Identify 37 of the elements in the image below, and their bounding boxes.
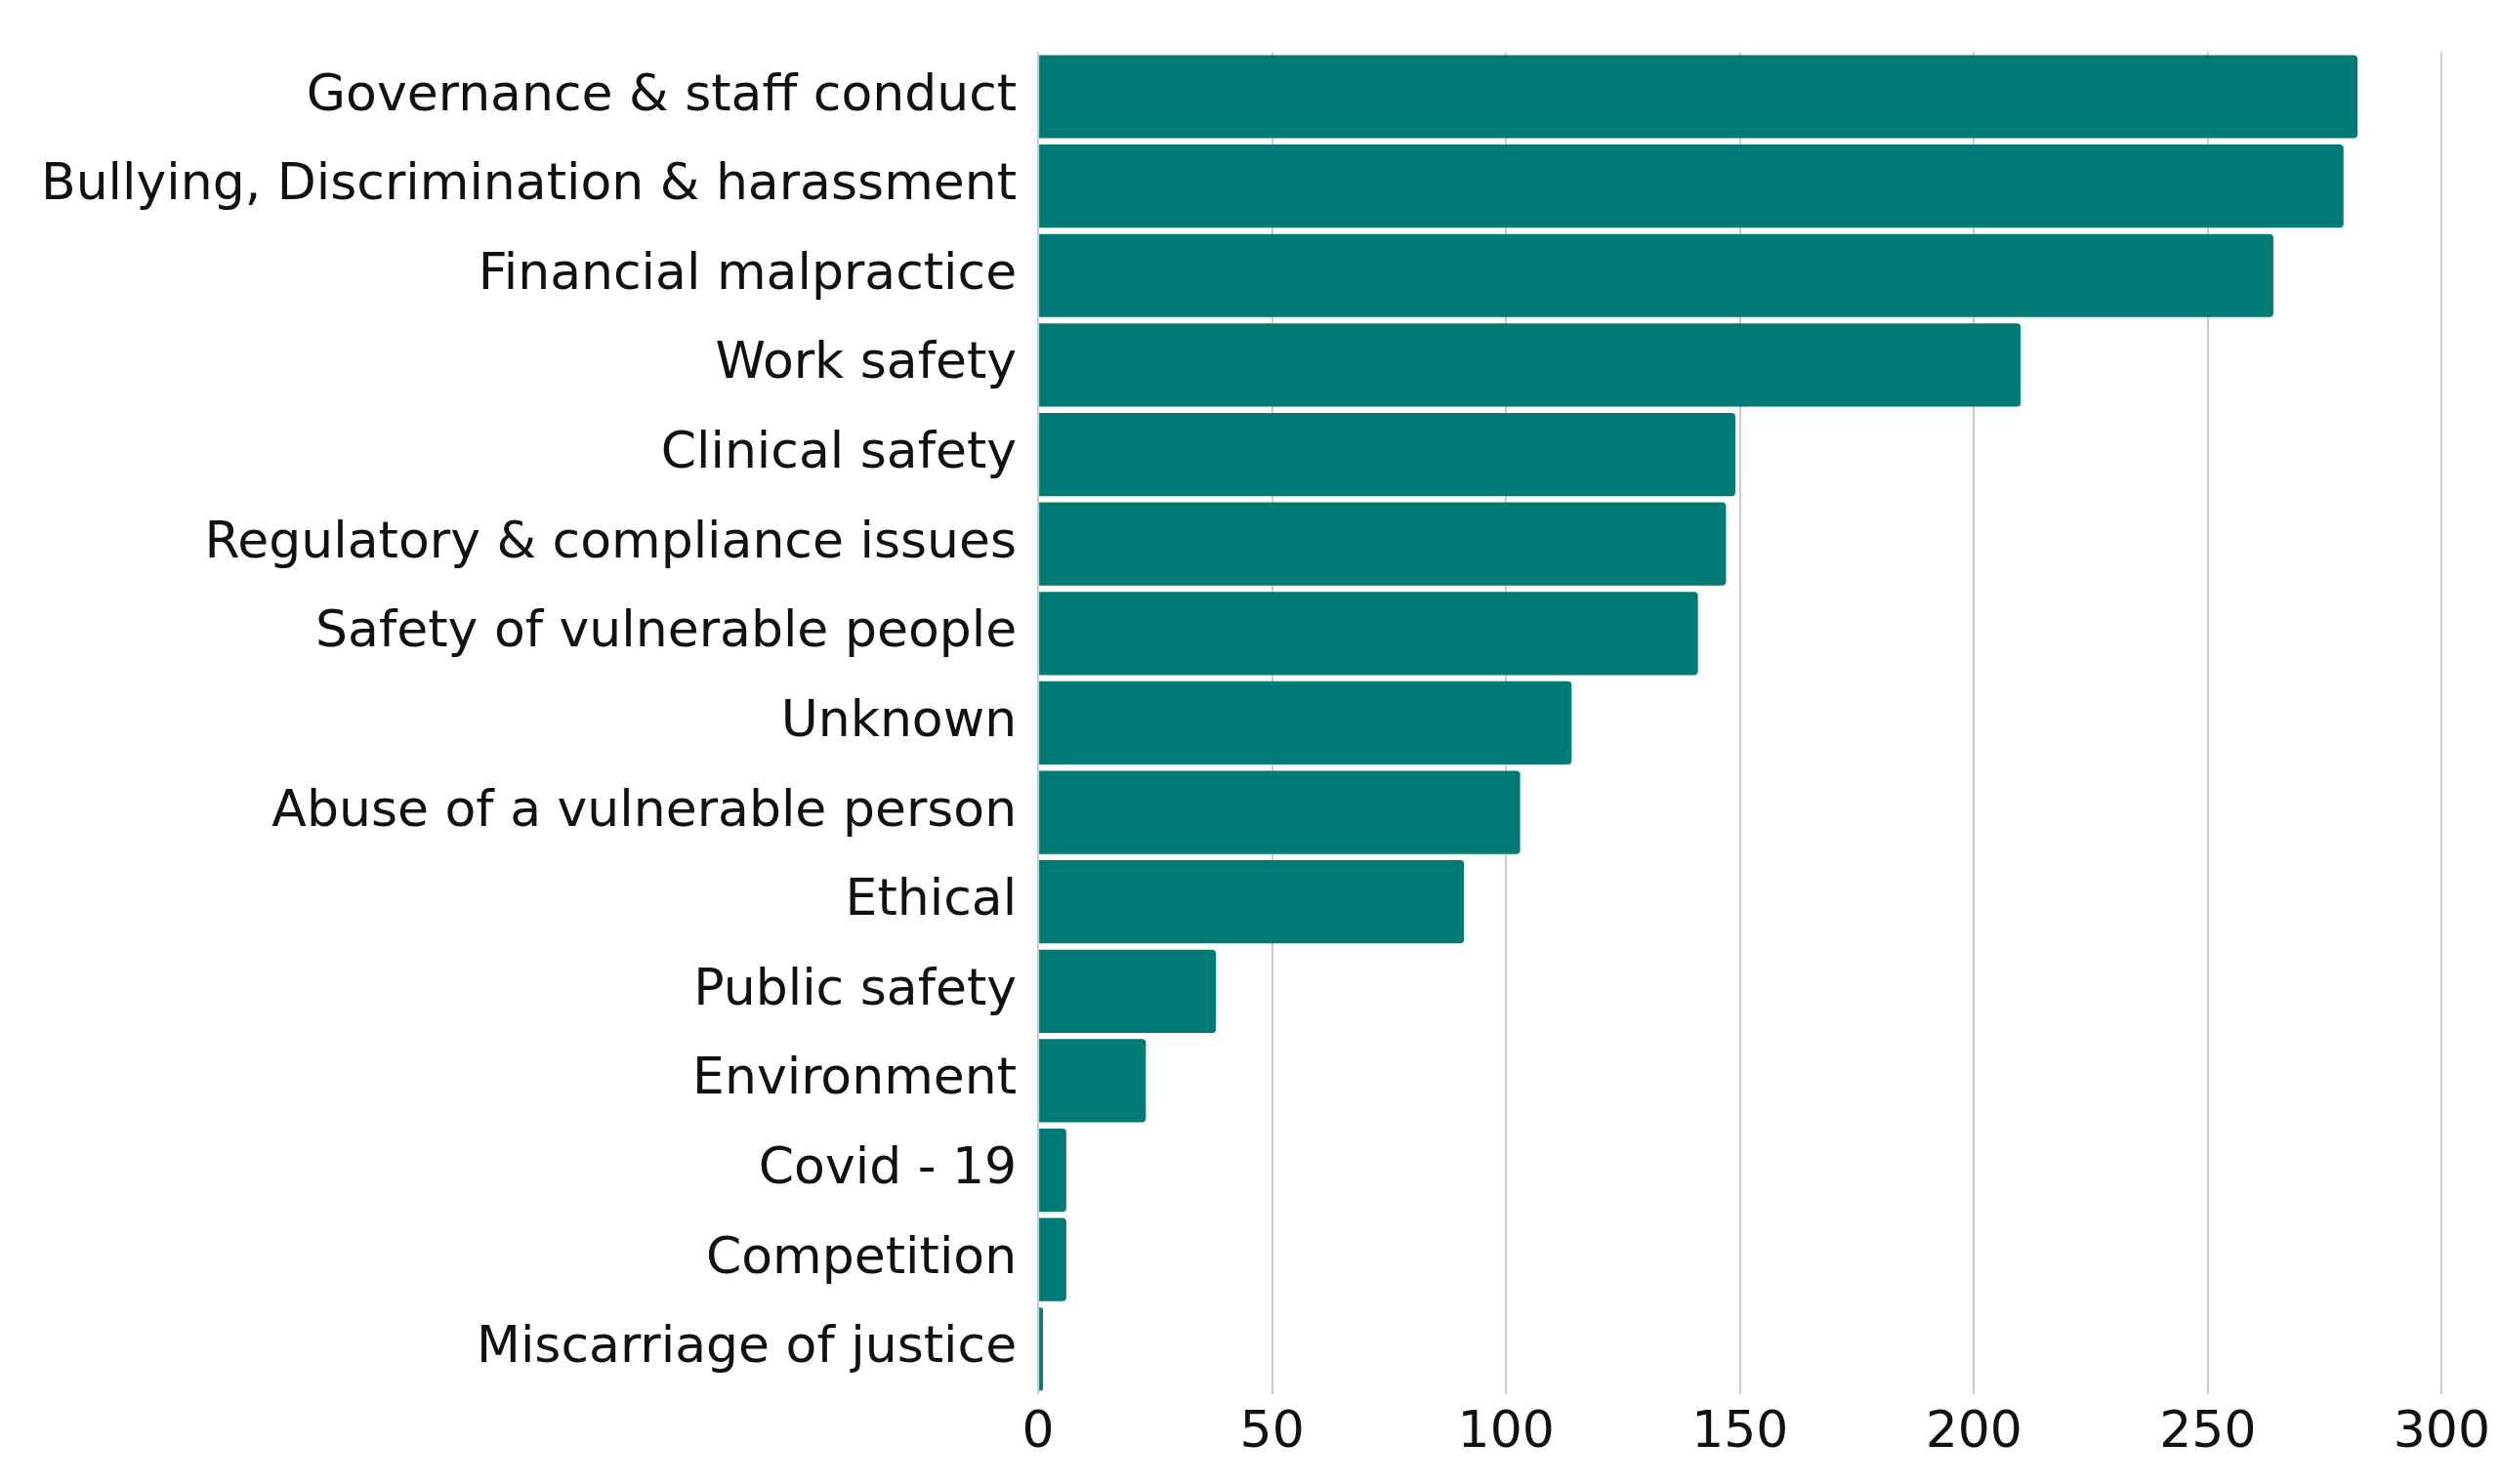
- bar: [1039, 680, 1572, 765]
- bar: [1039, 55, 2358, 139]
- y-tick-label: Clinical safety: [660, 421, 1018, 480]
- bar: [1039, 1307, 1043, 1391]
- x-tick-label: 50: [1239, 1400, 1305, 1460]
- y-tick-label: Governance & staff conduct: [306, 62, 1018, 122]
- y-tick-label: Work safety: [715, 331, 1018, 391]
- y-tick-label: Bullying, Discrimination & harassment: [40, 152, 1018, 212]
- bar: [1039, 592, 1698, 676]
- bar: [1039, 1039, 1146, 1123]
- y-tick-label: Covid - 19: [758, 1136, 1018, 1196]
- y-tick-label: Miscarriage of justice: [477, 1315, 1018, 1375]
- y-tick-label: Competition: [705, 1225, 1018, 1285]
- bar: [1039, 1128, 1066, 1213]
- bar: [1039, 770, 1521, 854]
- bar: [1039, 323, 2021, 407]
- x-tick-label: 250: [2159, 1400, 2257, 1460]
- x-tick-label: 0: [1021, 1400, 1055, 1460]
- y-tick-label: Abuse of a vulnerable person: [271, 778, 1018, 838]
- bar: [1039, 949, 1217, 1033]
- x-tick-label: 100: [1457, 1400, 1555, 1460]
- x-tick-label: 300: [2393, 1400, 2491, 1460]
- x-tick-label: 200: [1925, 1400, 2022, 1460]
- y-tick-label: Financial malpractice: [478, 241, 1018, 301]
- y-tick-label: Safety of vulnerable people: [315, 599, 1018, 659]
- bar: [1039, 233, 2273, 317]
- y-tick-label: Ethical: [845, 868, 1018, 928]
- x-tick-label: 150: [1691, 1400, 1789, 1460]
- bar: [1039, 1217, 1066, 1301]
- bar: [1039, 412, 1735, 497]
- y-tick-label: Public safety: [693, 957, 1018, 1016]
- y-tick-label: Unknown: [780, 688, 1018, 748]
- y-tick-label: Environment: [692, 1047, 1018, 1106]
- bar: [1039, 144, 2344, 228]
- y-tick-label: Regulatory & compliance issues: [204, 510, 1018, 569]
- bar: [1039, 860, 1465, 944]
- bar: [1039, 502, 1727, 586]
